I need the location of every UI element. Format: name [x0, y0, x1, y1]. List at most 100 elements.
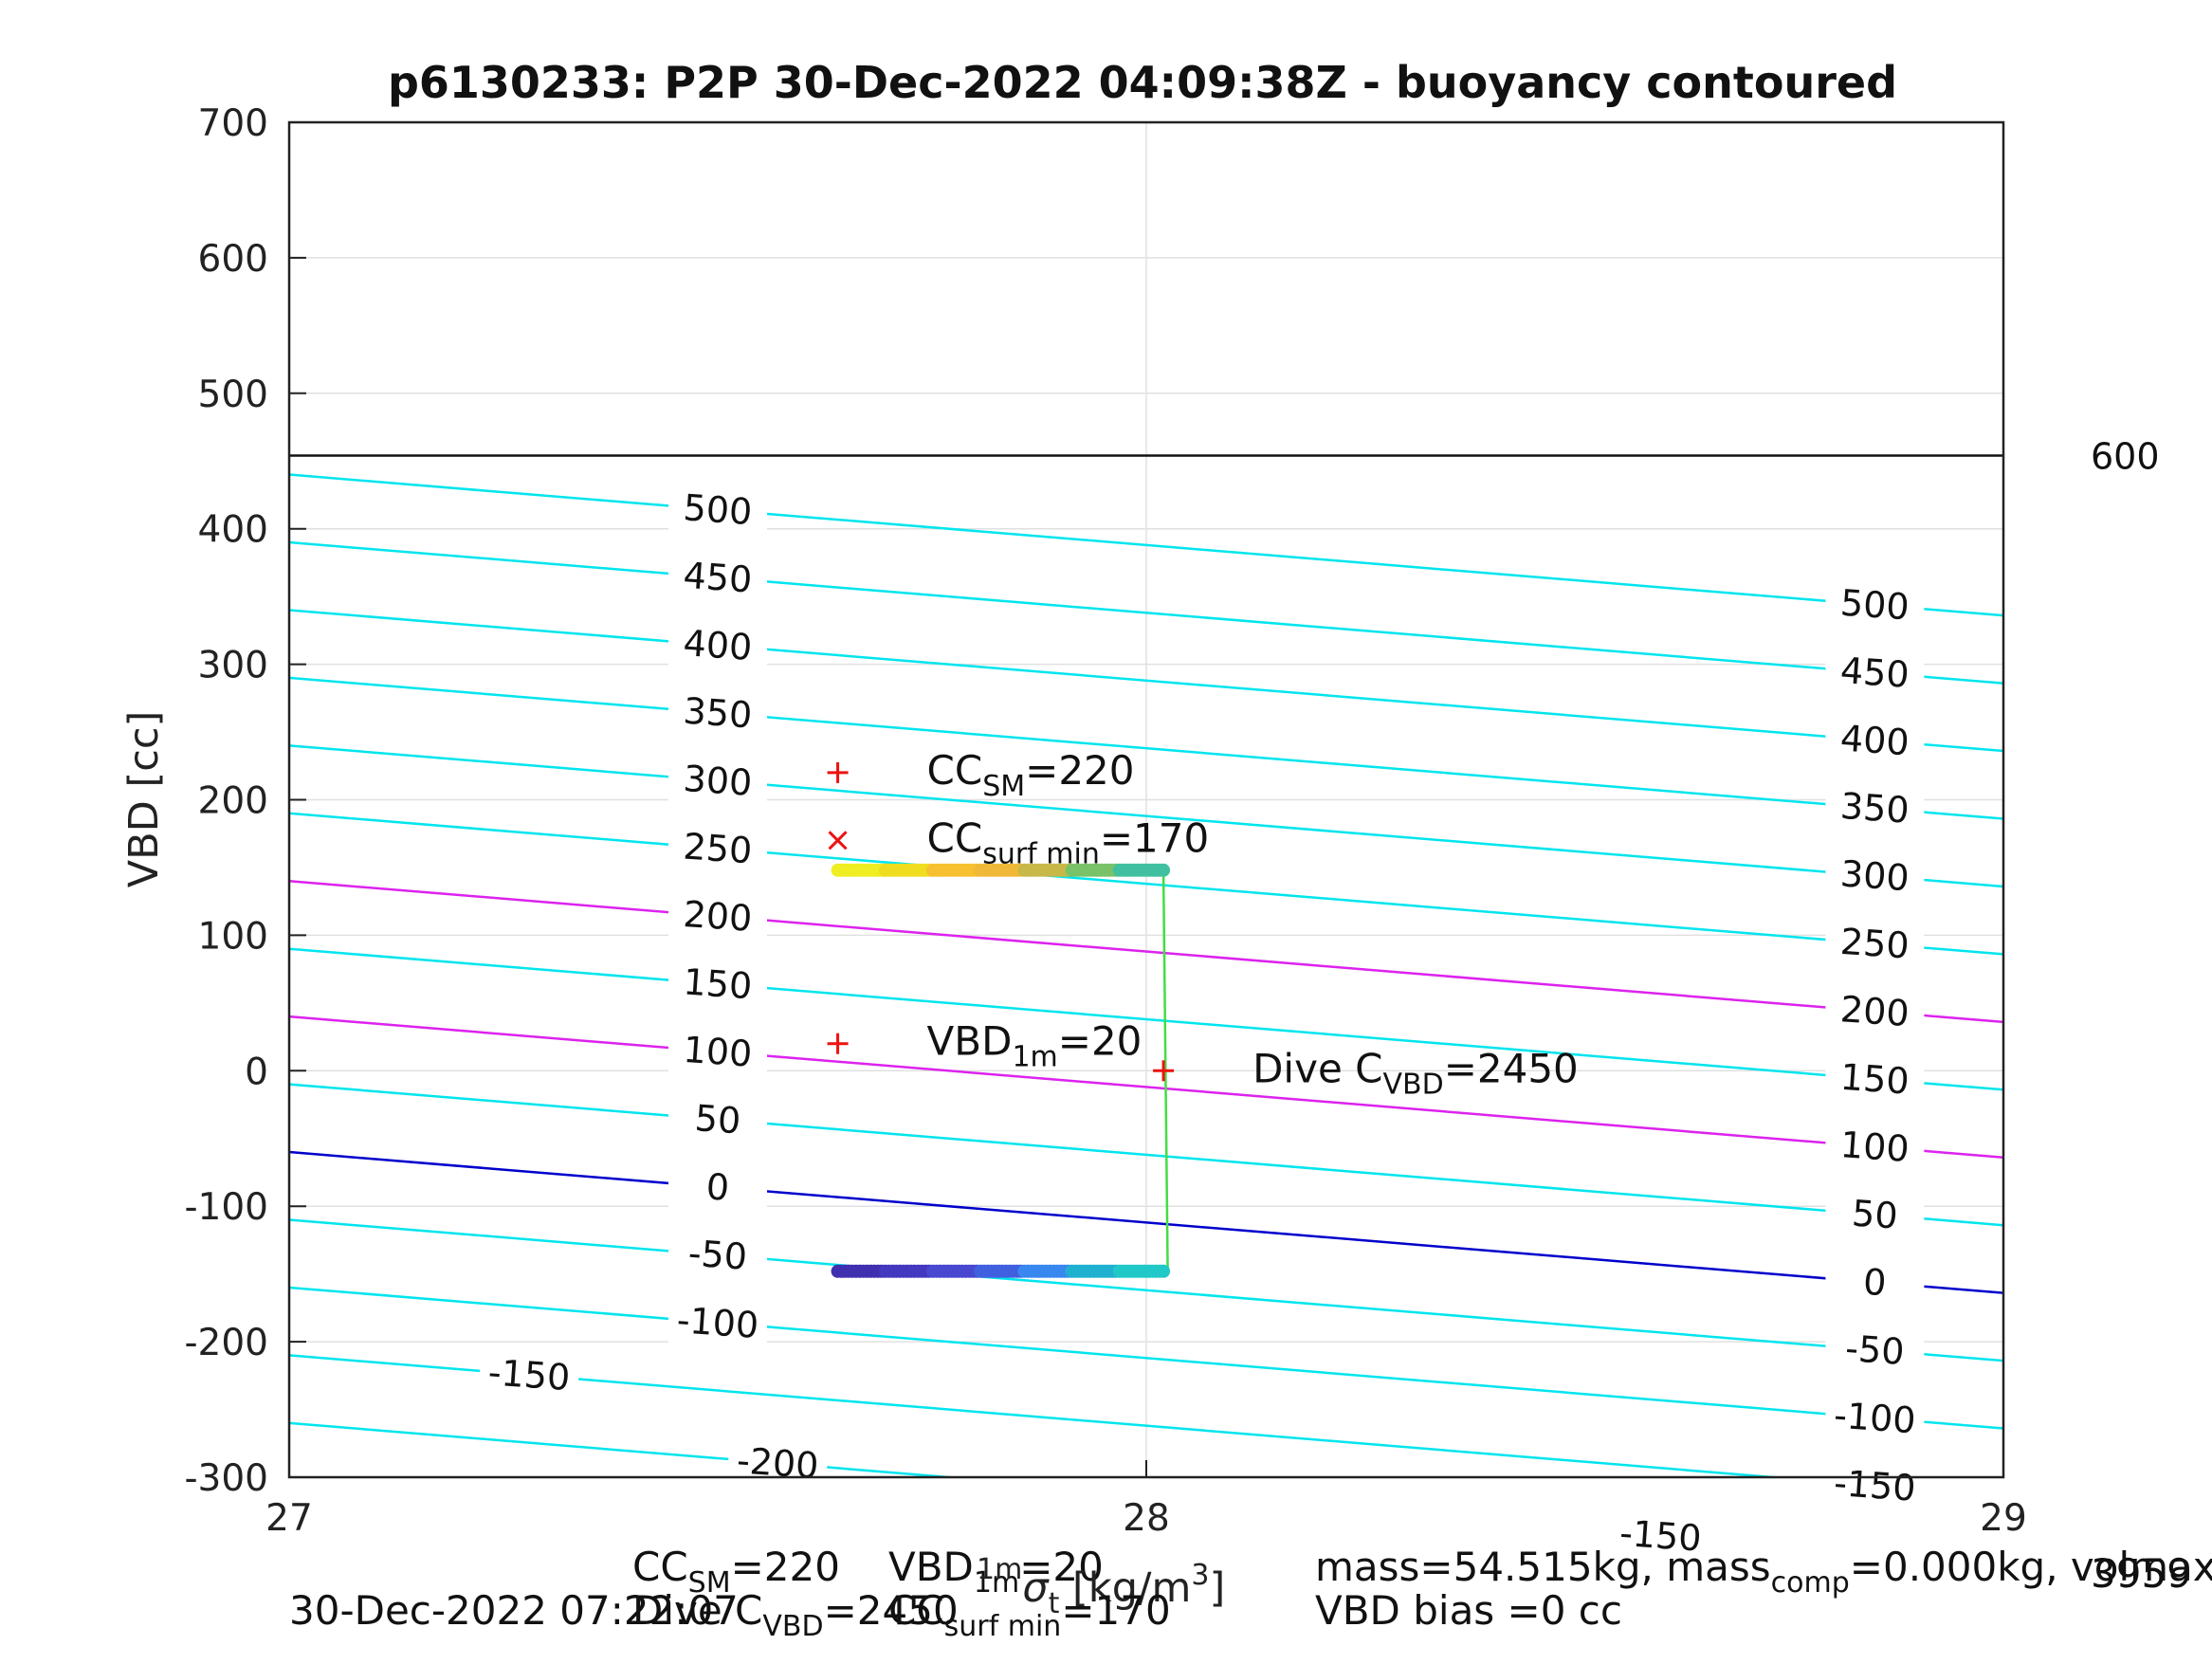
- contour-label-left: -100: [675, 1299, 759, 1346]
- x-axis-label-units: [kg/m: [1059, 1564, 1191, 1612]
- y-tick-label: 100: [198, 915, 268, 958]
- footer-ccsurf-rest: =170: [1061, 1587, 1170, 1634]
- y-tick-label: 500: [198, 374, 268, 416]
- marker-vbd: VBD1m=20: [827, 1018, 1143, 1074]
- y-tick-label: 700: [198, 102, 268, 145]
- annotation-base: Dive C: [1252, 1045, 1382, 1091]
- footer-timestamp: 30-Dec-2022 07:22:07: [289, 1587, 739, 1634]
- contour-label-bg: [668, 553, 767, 599]
- y-tick-label: 400: [198, 509, 268, 552]
- contour-label-bg: [668, 1298, 767, 1344]
- chart-title: p6130233: P2P 30-Dec-2022 04:09:38Z - bu…: [388, 57, 1897, 108]
- contour-label-left: 300: [682, 758, 753, 804]
- contour-label-left: 450: [682, 555, 753, 601]
- annotation-sub: 1m: [1012, 1041, 1057, 1074]
- footer-vbd-rest: =20: [1019, 1544, 1104, 1590]
- contour-label-right: 250: [1839, 921, 1910, 967]
- contour-line: [289, 473, 2003, 617]
- contour-label-bg: [668, 823, 767, 869]
- footer-vbd-base: VBD: [888, 1544, 974, 1590]
- marker-dive-c: Dive CVBD=2450: [1153, 1045, 1579, 1101]
- footer-cc-sm-sub: SM: [688, 1566, 731, 1600]
- marker-cc: CCSM=220: [827, 747, 1135, 803]
- marker-cc: CCsurf min=170: [828, 814, 1209, 870]
- contour-label-bg: [1825, 1257, 1925, 1304]
- contour-line: [289, 1421, 963, 1477]
- footer-cc-surf-min: CCsurf min=170: [888, 1587, 1171, 1643]
- contour-label-left: 50: [693, 1097, 741, 1142]
- contour-label-bg: [1825, 1054, 1925, 1101]
- contour-labels: 5005004504504004003503503003002502502002…: [480, 485, 1925, 1560]
- x-axis-label-sup: 3: [1191, 1559, 1209, 1592]
- y-tick-label: 600: [198, 238, 268, 281]
- y-tick-label: -200: [184, 1322, 268, 1364]
- contour-line: [289, 744, 2003, 888]
- contour-label-bg: [668, 1027, 767, 1073]
- data-point: [1157, 863, 1171, 877]
- y-tick-label: 0: [245, 1051, 268, 1093]
- x-axis-label-prefix: 1m: [977, 1553, 1022, 1586]
- contour-label-bg: [668, 959, 767, 1005]
- annotation-sub: VBD: [1382, 1068, 1443, 1101]
- y-tick-label: -100: [184, 1186, 268, 1229]
- contour-label-bg: [1825, 1325, 1925, 1371]
- contour-line: [289, 540, 2003, 685]
- contour-label-left: -200: [736, 1439, 820, 1487]
- annotation-sub: surf min: [982, 837, 1100, 870]
- contour-label-bg: [1825, 986, 1925, 1033]
- footer-dive-rest: =2450: [824, 1587, 959, 1634]
- annotation-base: CC: [927, 814, 983, 861]
- footer-vbd-bias: VBD bias =0 cc: [1315, 1587, 1622, 1634]
- marker-annotation: Dive CVBD=2450: [1252, 1045, 1579, 1101]
- buoyancy-contours: [289, 473, 2003, 1477]
- contour-label-left: 350: [682, 690, 753, 737]
- contour-label-bg: [1611, 1510, 1710, 1557]
- contour-line: [289, 812, 2003, 956]
- contour-label-bg: [1825, 580, 1925, 627]
- contour-label-right: -50: [1844, 1327, 1906, 1373]
- x-axis-label: 1mσt [kg/m3]: [977, 1553, 1225, 1620]
- contour-label-right: -100: [1833, 1394, 1917, 1441]
- contour-label-right: 100: [1839, 1124, 1910, 1170]
- annotation-sub: SM: [982, 770, 1025, 803]
- annotation-value: =2450: [1444, 1045, 1579, 1091]
- annotation-value: =20: [1058, 1018, 1143, 1065]
- footer-ccsurf-sub: surf min: [944, 1610, 1062, 1643]
- contour-label-bg: [668, 620, 767, 667]
- footer-vbd-sub: 1m: [974, 1566, 1019, 1600]
- contour-label-bg: [1825, 850, 1925, 897]
- x-axis-ticks: 27 28 29: [265, 1460, 2027, 1540]
- contour-label-left: 0: [704, 1165, 730, 1209]
- footer-dive-cvbd: Dive CVBD=2450: [632, 1587, 959, 1643]
- contour-line: [289, 676, 2003, 820]
- contour-line: [289, 879, 2003, 1024]
- footer-ccsurf-base: CC: [888, 1587, 944, 1634]
- contour-label-bg: [668, 1230, 767, 1276]
- contour-line: [289, 609, 2003, 753]
- contour-label-bg: [668, 1162, 767, 1209]
- footer-dive-sub: VBD: [762, 1610, 823, 1643]
- x-axis-label-close: ]: [1209, 1564, 1225, 1612]
- contour-label-bg: [668, 688, 767, 735]
- contour-label-right: 0: [1862, 1261, 1888, 1305]
- footer-vbd: VBD1m=20: [888, 1544, 1104, 1600]
- contour-label-right: -150: [1833, 1462, 1917, 1509]
- contour-line: [289, 1083, 2003, 1227]
- footer-dive-base: Dive C: [632, 1587, 762, 1634]
- y-axis-ticks: 700 600 500 400 300 200 100 0 -100 -200 -300: [184, 102, 306, 1500]
- y-tick-label: 200: [198, 780, 268, 823]
- contour-label-right: 450: [1839, 649, 1910, 696]
- data-point: [1157, 1264, 1171, 1278]
- footer-line-1: CCSM=220: [632, 1544, 840, 1600]
- contour-label-left: -150: [487, 1351, 572, 1399]
- contour-label-left: 200: [682, 893, 753, 940]
- footer-cc-sm-base: CC: [632, 1544, 688, 1590]
- y-axis-label: VBD [cc]: [120, 711, 168, 888]
- footer-cc-sm-rest: =220: [731, 1544, 840, 1590]
- footer-mass-sub: comp: [1771, 1566, 1850, 1600]
- footer-volmax-value: 3959: [2091, 1550, 2192, 1597]
- x-tick-label: 28: [1123, 1497, 1170, 1540]
- contour-label-right: -150: [1618, 1512, 1703, 1560]
